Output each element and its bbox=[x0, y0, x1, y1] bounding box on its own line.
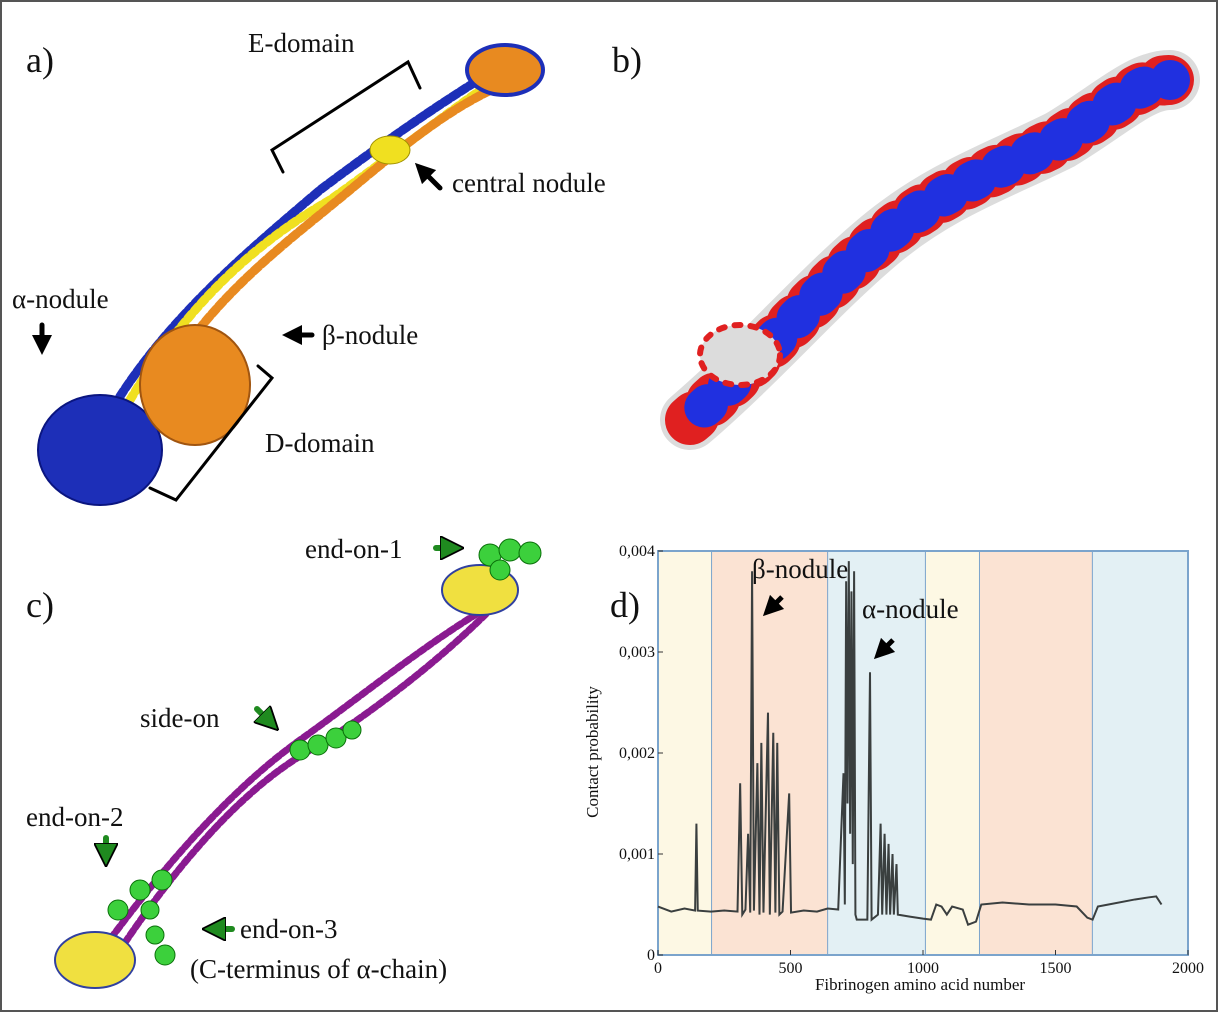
panel-a-structure bbox=[32, 43, 545, 506]
arrow bbox=[873, 637, 896, 660]
x-tick-label: 0 bbox=[654, 960, 662, 977]
annotation: end-on-3 bbox=[240, 914, 337, 944]
region bbox=[979, 551, 1093, 955]
region bbox=[1092, 551, 1188, 955]
region bbox=[925, 551, 980, 955]
y-tick-label: 0,002 bbox=[619, 745, 655, 762]
region bbox=[658, 551, 713, 955]
annotation: central nodule bbox=[452, 168, 606, 198]
x-tick-label: 2000 bbox=[1172, 960, 1204, 977]
x-tick-label: 1000 bbox=[907, 960, 939, 977]
x-tick-label: 1500 bbox=[1040, 960, 1072, 977]
y-tick-label: 0,004 bbox=[619, 543, 655, 560]
y-tick-label: 0,001 bbox=[619, 846, 655, 863]
annotation: side-on bbox=[140, 703, 220, 733]
annotation: (C-terminus of α-chain) bbox=[190, 954, 447, 984]
panel-c-structure bbox=[54, 539, 542, 989]
annotation: α-nodule bbox=[12, 284, 109, 314]
annotation: end-on-1 bbox=[305, 534, 402, 564]
x-axis-label: Fibrinogen amino acid number bbox=[815, 975, 1025, 994]
arrow bbox=[762, 594, 785, 617]
panel-label: b) bbox=[612, 40, 642, 80]
annotation: β-nodule bbox=[752, 554, 848, 584]
y-axis-label: Contact probability bbox=[583, 686, 602, 818]
panel-label: d) bbox=[610, 585, 640, 625]
y-tick-label: 0,003 bbox=[619, 644, 655, 661]
annotation: β-nodule bbox=[322, 320, 418, 350]
annotation: E-domain bbox=[248, 28, 355, 58]
chart: 0 0,001 0,002 0,003 0,004 0 500 1000 1500 2000 bbox=[619, 543, 1204, 977]
panel-label: a) bbox=[26, 40, 54, 80]
y-tick-label: 0 bbox=[647, 947, 655, 964]
annotation: end-on-2 bbox=[26, 802, 123, 832]
annotation: D-domain bbox=[265, 428, 375, 458]
x-tick-label: 500 bbox=[779, 960, 803, 977]
panel-label: c) bbox=[26, 585, 54, 625]
panel-b-structure bbox=[660, 50, 1200, 450]
annotation: α-nodule bbox=[862, 594, 959, 624]
data-line bbox=[657, 561, 1163, 927]
